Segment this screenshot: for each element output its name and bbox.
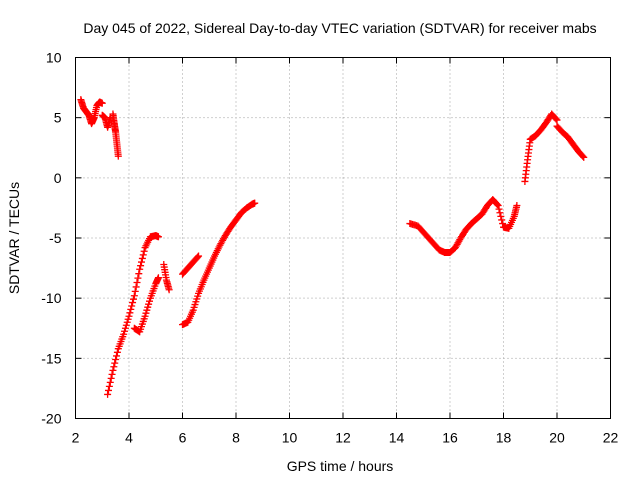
data-point: [195, 252, 203, 260]
data-point: [134, 274, 142, 282]
data-point: [127, 305, 135, 313]
y-tick-label: 0: [54, 170, 62, 186]
x-axis-label: GPS time / hours: [287, 458, 394, 474]
data-point: [194, 253, 202, 261]
series-s9: [406, 195, 521, 256]
y-tick-label: -5: [49, 230, 62, 246]
x-tick-label: 18: [496, 430, 512, 446]
data-point: [98, 99, 106, 107]
data-point: [111, 359, 119, 367]
series-s8: [179, 199, 259, 329]
data-point: [494, 202, 502, 210]
data-point: [129, 295, 137, 303]
data-point: [580, 153, 588, 161]
data-point: [137, 262, 145, 270]
data-point: [552, 115, 560, 123]
data-point: [135, 270, 143, 278]
data-point: [129, 299, 137, 307]
x-tick-label: 20: [549, 430, 565, 446]
series-s4: [104, 232, 162, 398]
series-s7: [179, 252, 203, 278]
data-point: [498, 216, 506, 224]
data-point: [108, 370, 116, 378]
series-s5: [130, 274, 162, 336]
data-point: [497, 212, 505, 220]
data-point: [143, 306, 151, 314]
y-axis-label: SDTVAR / TECUs: [6, 182, 22, 294]
series-s6: [160, 260, 173, 294]
x-tick-label: 14: [389, 430, 405, 446]
data-point: [579, 152, 587, 160]
plot-frame: [75, 57, 611, 419]
data-point: [125, 312, 133, 320]
series-s1: [77, 96, 106, 128]
data-point: [113, 352, 121, 360]
y-tick-label: 5: [54, 110, 62, 126]
y-tick-label: -15: [41, 350, 61, 366]
data-point: [145, 300, 153, 308]
x-tick-label: 10: [282, 430, 298, 446]
data-point: [138, 254, 146, 262]
data-point: [154, 233, 162, 241]
data-point: [496, 209, 504, 217]
data-point: [137, 258, 145, 266]
data-point: [131, 287, 139, 295]
data-point: [136, 265, 144, 273]
data-point: [120, 330, 128, 338]
series-s10: [521, 110, 561, 185]
data-point: [122, 321, 130, 329]
data-point: [553, 116, 561, 124]
data-point: [499, 220, 507, 228]
data-point: [104, 390, 112, 398]
data-point: [130, 292, 138, 300]
data-point: [106, 378, 114, 386]
data-point: [113, 348, 121, 356]
axis-layer: 2 4 6 8 10 12 14 16 18 20 22 -20 -15 -10 -5 0 5 10: [41, 50, 618, 446]
x-tick-label: 16: [442, 430, 458, 446]
grid-layer: [75, 57, 611, 419]
data-point: [251, 199, 259, 207]
data-point: [132, 283, 140, 291]
series-s11: [553, 122, 588, 161]
y-tick-label: 10: [46, 50, 62, 66]
data-point: [107, 374, 115, 382]
y-tick-label: -20: [41, 411, 61, 427]
data-point: [104, 386, 112, 394]
data-point: [154, 274, 162, 282]
data-point: [141, 312, 149, 320]
x-tick-label: 8: [232, 430, 240, 446]
data-point: [139, 251, 147, 259]
data-point: [144, 303, 152, 311]
data-point: [121, 324, 129, 332]
data-point: [105, 382, 113, 390]
data-point: [121, 327, 129, 335]
x-tick-label: 22: [603, 430, 619, 446]
data-point: [126, 309, 134, 317]
data-point: [128, 302, 136, 310]
data-point: [142, 309, 150, 317]
data-point: [112, 356, 120, 364]
y-tick-label: -10: [41, 290, 61, 306]
data-point: [140, 247, 148, 255]
x-tick-label: 2: [72, 430, 80, 446]
data-point: [165, 286, 173, 294]
data-point: [114, 152, 122, 160]
data-point: [146, 297, 154, 305]
data-point: [110, 363, 118, 371]
chart-title: Day 045 of 2022, Sidereal Day-to-day VTE…: [83, 20, 596, 36]
data-point: [133, 279, 141, 287]
data-point: [109, 366, 117, 374]
data-point: [493, 201, 501, 209]
points-layer: [77, 96, 588, 398]
x-tick-label: 6: [179, 430, 187, 446]
series-s3: [109, 110, 122, 160]
data-point: [495, 205, 503, 213]
x-tick-label: 4: [125, 430, 133, 446]
x-tick-label: 12: [335, 430, 351, 446]
data-point: [124, 315, 132, 323]
data-point: [123, 318, 131, 326]
data-point: [513, 202, 521, 210]
